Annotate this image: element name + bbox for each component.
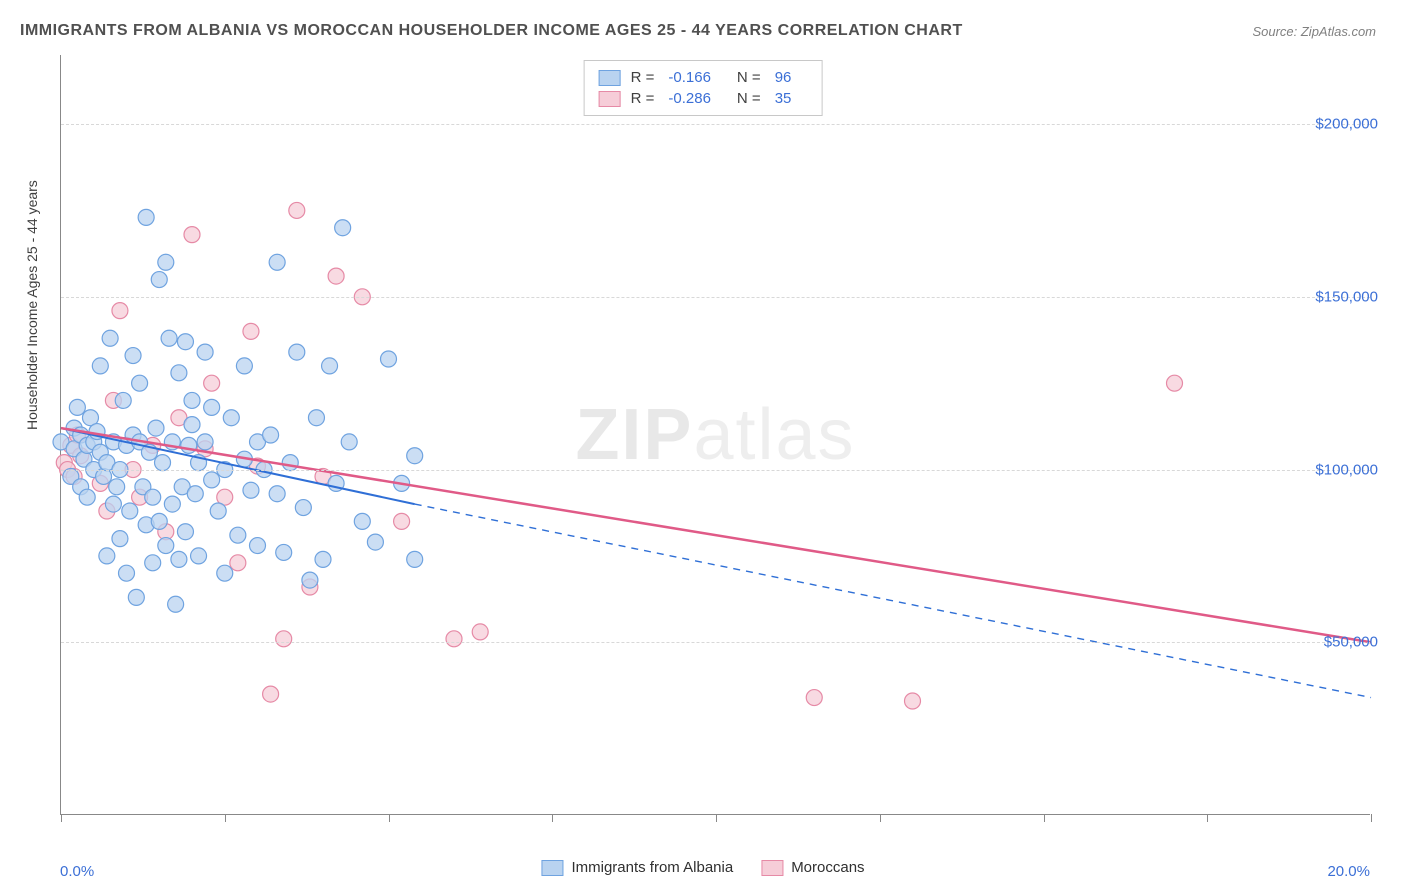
swatch-albania-b [541,860,563,876]
chart-plot-area: ZIPatlas [60,55,1370,815]
r-value-moroccan: -0.286 [668,90,711,107]
y-tick-label: $50,000 [1324,634,1378,651]
legend-item-albania: Immigrants from Albania [541,859,733,876]
legend-item-moroccan: Moroccans [761,859,864,876]
legend-label-albania: Immigrants from Albania [571,859,733,876]
n-label: N = [737,90,761,107]
y-tick-label: $150,000 [1315,288,1378,305]
stats-row-albania: R = -0.166 N = 96 [599,67,808,88]
n-label: N = [737,69,761,86]
y-tick-label: $100,000 [1315,461,1378,478]
x-min-label: 0.0% [60,863,94,880]
source-label: Source: ZipAtlas.com [1252,24,1376,39]
n-value-moroccan: 35 [775,90,792,107]
swatch-moroccan-b [761,860,783,876]
chart-title: IMMIGRANTS FROM ALBANIA VS MOROCCAN HOUS… [20,22,963,40]
n-value-albania: 96 [775,69,792,86]
r-label: R = [631,90,655,107]
stats-row-moroccan: R = -0.286 N = 35 [599,88,808,109]
y-axis-label: Householder Income Ages 25 - 44 years [24,180,40,430]
stats-legend: R = -0.166 N = 96 R = -0.286 N = 35 [584,60,823,116]
swatch-albania [599,70,621,86]
series-legend: Immigrants from Albania Moroccans [541,859,864,876]
x-max-label: 20.0% [1327,863,1370,880]
scatter-svg [61,55,1370,814]
r-label: R = [631,69,655,86]
y-tick-label: $200,000 [1315,116,1378,133]
r-value-albania: -0.166 [668,69,711,86]
legend-label-moroccan: Moroccans [791,859,864,876]
swatch-moroccan [599,91,621,107]
